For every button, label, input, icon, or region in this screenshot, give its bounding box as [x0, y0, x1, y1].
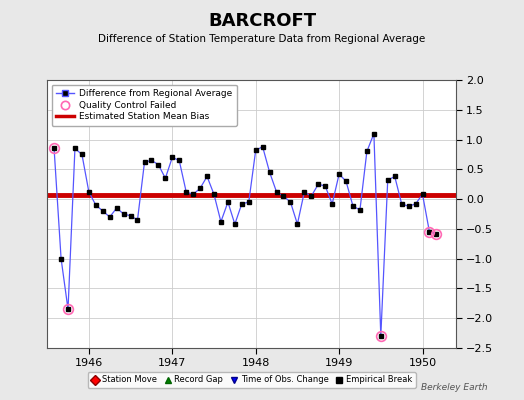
Text: Berkeley Earth: Berkeley Earth [421, 383, 487, 392]
Legend: Station Move, Record Gap, Time of Obs. Change, Empirical Break: Station Move, Record Gap, Time of Obs. C… [88, 372, 416, 388]
Text: BARCROFT: BARCROFT [208, 12, 316, 30]
Text: Difference of Station Temperature Data from Regional Average: Difference of Station Temperature Data f… [99, 34, 425, 44]
Legend: Difference from Regional Average, Quality Control Failed, Estimated Station Mean: Difference from Regional Average, Qualit… [52, 84, 236, 126]
